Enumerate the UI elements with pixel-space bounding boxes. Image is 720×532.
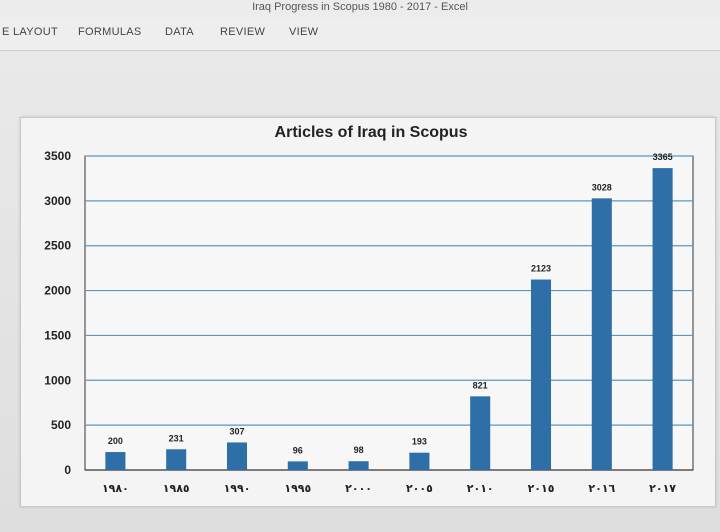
x-tick-label: ١٩٨٥ (163, 482, 190, 495)
x-tick-label: ١٩٨٠ (102, 482, 129, 495)
data-label: 96 (293, 445, 303, 455)
x-tick-label: ٢٠٠٥ (406, 482, 433, 495)
window-title: Iraq Progress in Scopus 1980 - 2017 - Ex… (252, 1, 468, 13)
x-tick-label: ٢٠١٧ (649, 482, 676, 495)
bar (105, 452, 126, 470)
y-tick-label: 1500 (44, 328, 71, 342)
data-label: 98 (354, 445, 364, 455)
x-tick-label: ٢٠١٠ (467, 482, 494, 495)
tab-data[interactable]: DATA (165, 26, 194, 38)
tab-page-layout[interactable]: E LAYOUT (2, 26, 58, 38)
x-axis-ticks: ١٩٨٠ ١٩٨٥ ١٩٩٠ ١٩٩٥ ٢٠٠٠ ٢٠٠٥ ٢٠١٠ ٢٠١٥ ٢٠١٦ ٢٠١٧ (102, 482, 676, 495)
y-tick-label: 1000 (44, 373, 71, 387)
data-label: 231 (169, 433, 184, 443)
tab-formulas[interactable]: FORMULAS (78, 26, 142, 38)
y-tick-label: 0 (64, 463, 71, 477)
y-tick-label: 3500 (44, 149, 71, 163)
bars (105, 168, 673, 470)
x-tick-label: ١٩٩٥ (284, 482, 311, 495)
data-label: 307 (229, 426, 244, 436)
y-tick-label: 3000 (44, 194, 71, 208)
bar (409, 452, 430, 470)
x-tick-label: ٢٠١٥ (528, 482, 555, 495)
bar (348, 461, 369, 470)
chart-area[interactable]: Articles of Iraq in Scopus 0 500 1000 1500 2… (20, 117, 716, 507)
y-tick-label: 2500 (44, 239, 71, 253)
data-label: 193 (412, 437, 427, 447)
bar (470, 396, 491, 470)
x-tick-label: ١٩٩٠ (224, 482, 251, 495)
data-label: 3028 (592, 182, 612, 192)
data-label: 200 (108, 436, 123, 446)
x-tick-label: ٢٠٠٠ (345, 482, 372, 495)
data-label: 2123 (531, 264, 551, 274)
data-labels: 200 231 307 96 98 193 821 2123 3028 3365 (108, 152, 673, 455)
bar (591, 198, 612, 470)
ribbon-tabs: E LAYOUT FORMULAS DATA REVIEW VIEW (0, 18, 720, 51)
y-tick-label: 500 (51, 418, 71, 432)
y-tick-label: 2000 (44, 284, 71, 298)
x-tick-label: ٢٠١٦ (588, 482, 615, 495)
plot-area (84, 155, 694, 471)
chart-title: Articles of Iraq in Scopus (275, 124, 468, 141)
bar (652, 168, 673, 470)
tab-review[interactable]: REVIEW (220, 26, 266, 38)
bar (530, 279, 552, 470)
y-axis-ticks: 0 500 1000 1500 2000 2500 3000 3500 (44, 149, 71, 477)
bar (226, 442, 248, 470)
articles-bar-chart: Articles of Iraq in Scopus 0 500 1000 1500 2… (44, 124, 694, 495)
gridlines (84, 155, 694, 471)
data-label: 821 (473, 380, 488, 390)
tab-view[interactable]: VIEW (289, 26, 319, 38)
bar (166, 449, 187, 470)
bar (287, 461, 308, 470)
window-title-bar: Iraq Progress in Scopus 1980 - 2017 - Ex… (0, 0, 720, 18)
data-label: 3365 (653, 152, 673, 162)
